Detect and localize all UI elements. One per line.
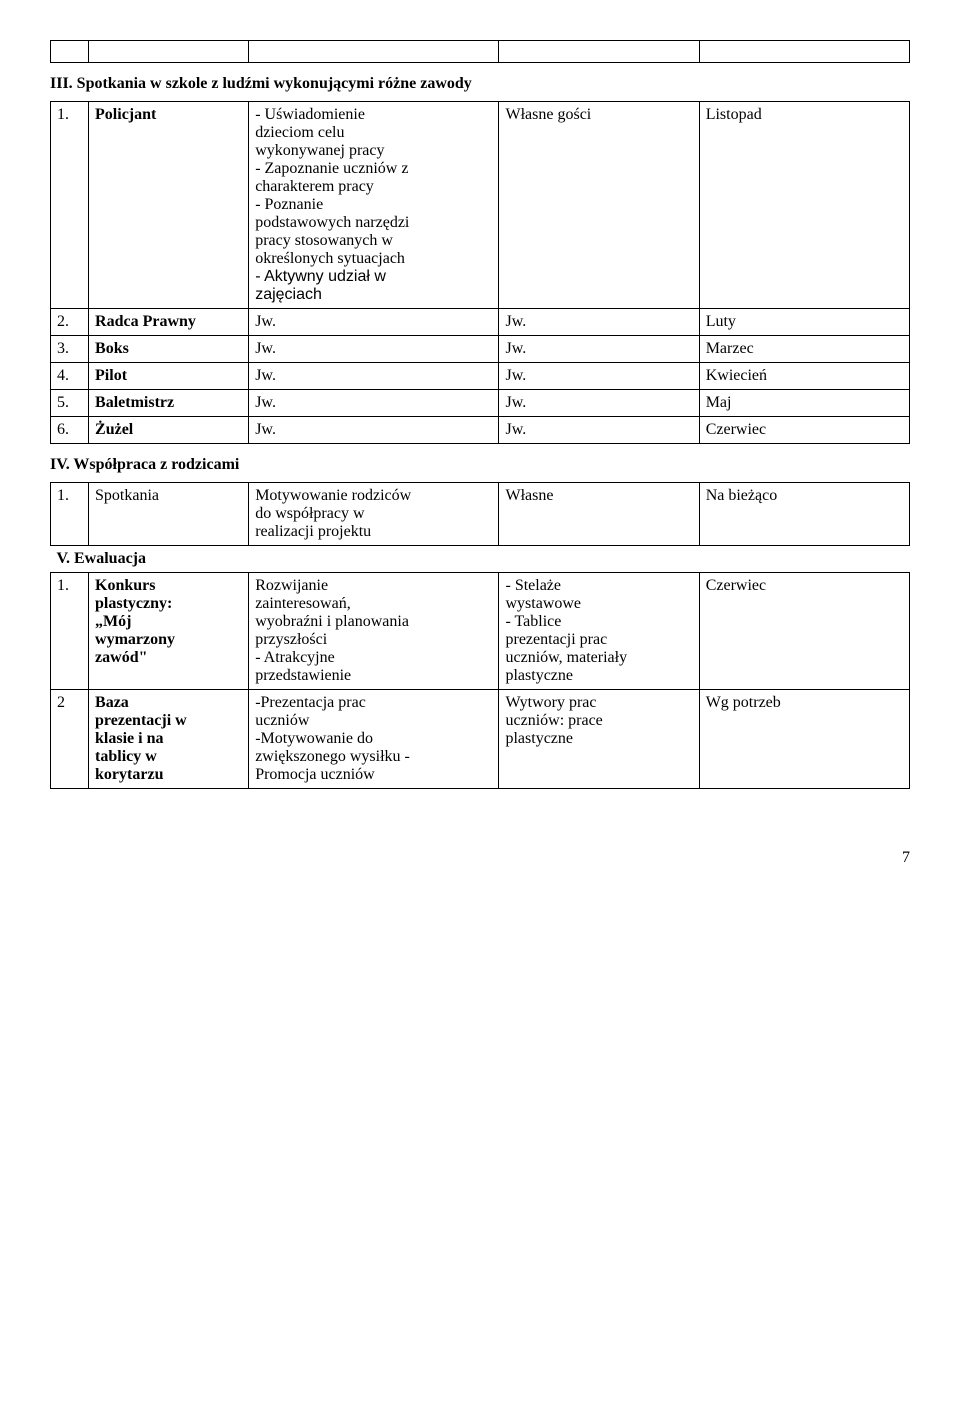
- row-label: Policjant: [89, 102, 249, 309]
- table-row: 3.BoksJw.Jw.Marzec: [51, 336, 910, 363]
- table-row: 2Bazaprezentacji wklasie i natablicy wko…: [51, 690, 910, 789]
- row-number: 1.: [51, 483, 89, 546]
- table-row: 2.Radca PrawnyJw.Jw.Luty: [51, 309, 910, 336]
- table-row: 4.PilotJw.Jw.Kwiecień: [51, 363, 910, 390]
- table-row: 5.BaletmistrzJw.Jw.Maj: [51, 390, 910, 417]
- row-col5: Marzec: [699, 336, 909, 363]
- row-col5: Kwiecień: [699, 363, 909, 390]
- row-col4: Jw.: [499, 309, 699, 336]
- table-row: 6.ŻużelJw.Jw.Czerwiec: [51, 417, 910, 444]
- row-col5: Czerwiec: [699, 417, 909, 444]
- row-col4: Wytwory pracuczniów: praceplastyczne: [499, 690, 699, 789]
- row-col5: Na bieżąco: [699, 483, 909, 546]
- row-description: Jw.: [249, 417, 499, 444]
- row-number: 2.: [51, 309, 89, 336]
- section-v-title-row: V. Ewaluacja: [51, 546, 910, 573]
- row-col4: - Stelażewystawowe- Tabliceprezentacji p…: [499, 573, 699, 690]
- row-number: 5.: [51, 390, 89, 417]
- row-label: Baletmistrz: [89, 390, 249, 417]
- section-iii-table: 1.Policjant- Uświadomieniedzieciom celuw…: [50, 101, 910, 444]
- empty-row: [51, 41, 910, 63]
- row-description: - Uświadomieniedzieciom celuwykonywanej …: [249, 102, 499, 309]
- row-description: Jw.: [249, 363, 499, 390]
- page-number: 7: [50, 849, 910, 867]
- row-description: Motywowanie rodzicówdo współpracy wreali…: [249, 483, 499, 546]
- row-label: Spotkania: [89, 483, 249, 546]
- empty-cell: [51, 41, 89, 63]
- table-row: 1.SpotkaniaMotywowanie rodzicówdo współp…: [51, 483, 910, 546]
- row-number: 2: [51, 690, 89, 789]
- section-iv-v-table: 1.SpotkaniaMotywowanie rodzicówdo współp…: [50, 482, 910, 789]
- table-row: 1.Policjant- Uświadomieniedzieciom celuw…: [51, 102, 910, 309]
- row-col4: Jw.: [499, 363, 699, 390]
- row-label: Radca Prawny: [89, 309, 249, 336]
- row-col4: Własne: [499, 483, 699, 546]
- empty-cell: [699, 41, 909, 63]
- row-label: Pilot: [89, 363, 249, 390]
- section-iii-title: III. Spotkania w szkole z ludźmi wykonuj…: [50, 75, 910, 93]
- empty-cell: [89, 41, 249, 63]
- section-v-title: V. Ewaluacja: [51, 546, 910, 573]
- row-description: Rozwijaniezainteresowań,wyobraźni i plan…: [249, 573, 499, 690]
- row-col4: Własne gości: [499, 102, 699, 309]
- row-label: Bazaprezentacji wklasie i natablicy wkor…: [89, 690, 249, 789]
- row-label: Konkursplastyczny:„Mójwymarzonyzawód": [89, 573, 249, 690]
- section-iv-title: IV. Współpraca z rodzicami: [50, 456, 910, 474]
- row-col5: Listopad: [699, 102, 909, 309]
- row-number: 1.: [51, 102, 89, 309]
- row-number: 1.: [51, 573, 89, 690]
- row-label: Żużel: [89, 417, 249, 444]
- top-empty-table: [50, 40, 910, 63]
- row-description: Jw.: [249, 309, 499, 336]
- row-label: Boks: [89, 336, 249, 363]
- row-col4: Jw.: [499, 417, 699, 444]
- row-description: -Prezentacja pracuczniów-Motywowanie doz…: [249, 690, 499, 789]
- empty-cell: [249, 41, 499, 63]
- row-col4: Jw.: [499, 390, 699, 417]
- row-description: Jw.: [249, 390, 499, 417]
- empty-cell: [499, 41, 699, 63]
- row-col5: Wg potrzeb: [699, 690, 909, 789]
- row-col4: Jw.: [499, 336, 699, 363]
- row-col5: Czerwiec: [699, 573, 909, 690]
- table-row: 1.Konkursplastyczny:„Mójwymarzonyzawód"R…: [51, 573, 910, 690]
- row-number: 3.: [51, 336, 89, 363]
- row-number: 6.: [51, 417, 89, 444]
- row-col5: Maj: [699, 390, 909, 417]
- row-number: 4.: [51, 363, 89, 390]
- row-col5: Luty: [699, 309, 909, 336]
- row-description: Jw.: [249, 336, 499, 363]
